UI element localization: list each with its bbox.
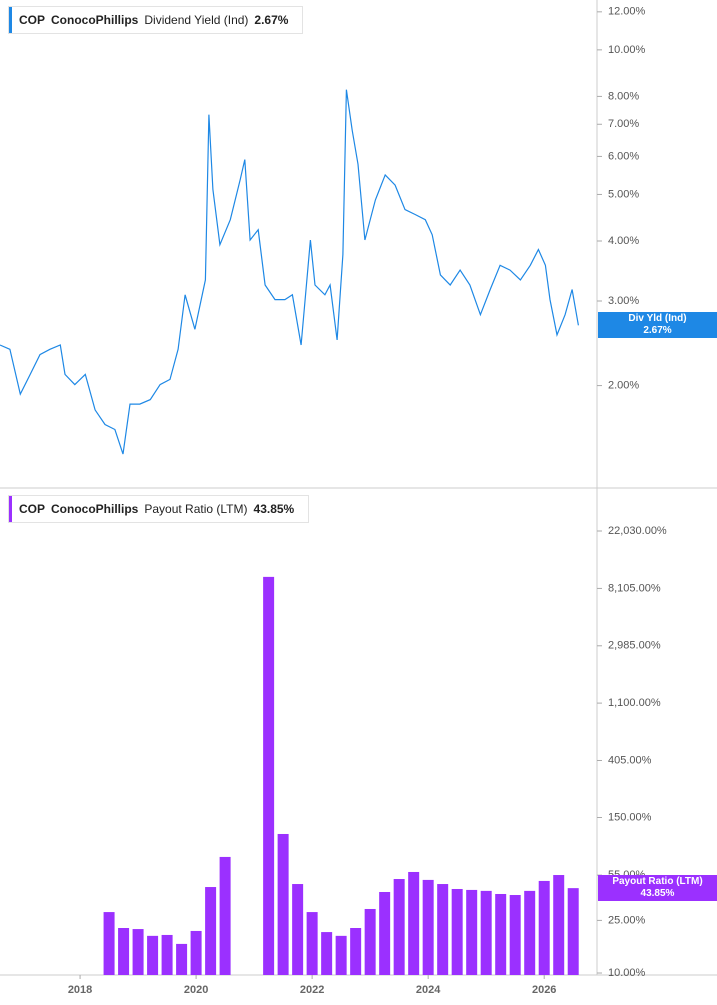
badge-value: 2.67% [643, 325, 672, 337]
bar [538, 880, 550, 975]
series-name: Dividend Yield (Ind) [144, 13, 249, 27]
x-tick-label: 2018 [68, 984, 92, 996]
current-value: 43.85% [253, 502, 295, 516]
last-value-badge: Payout Ratio (LTM) 43.85% [598, 875, 717, 902]
bar [103, 912, 115, 975]
bar [306, 912, 318, 975]
bar [277, 833, 289, 975]
x-tick-label: 2020 [184, 984, 208, 996]
y-tick-label: 3.00% [608, 295, 639, 307]
bar [379, 891, 391, 975]
bar [350, 928, 362, 975]
legend: COP ConocoPhillips Dividend Yield (Ind) 2.6… [8, 6, 304, 34]
bar [292, 884, 304, 975]
bar [422, 879, 434, 975]
bar [364, 908, 376, 975]
legend-swatch [9, 7, 12, 33]
bar [161, 934, 173, 975]
x-tick-label: 2022 [300, 984, 324, 996]
y-tick-label: 4.00% [608, 235, 639, 247]
y-tick-label: 150.00% [608, 811, 652, 823]
bar [437, 884, 449, 975]
bar [480, 890, 492, 975]
bar [451, 888, 463, 975]
company: ConocoPhillips [51, 13, 139, 27]
bar [118, 928, 130, 975]
bar [553, 875, 565, 975]
y-tick-label: 6.00% [608, 150, 639, 162]
badge-label: Payout Ratio (LTM) [612, 876, 703, 888]
y-tick-label: 10.00% [608, 44, 646, 56]
ticker: COP [19, 13, 46, 27]
y-tick-label: 8,105.00% [608, 582, 661, 594]
bar [321, 932, 333, 975]
bar [524, 890, 536, 975]
badge-label: Div Yld (Ind) [628, 313, 687, 325]
bar [509, 895, 521, 975]
series-name: Payout Ratio (LTM) [144, 502, 248, 516]
legend-swatch [9, 496, 12, 522]
line [0, 89, 579, 455]
bar [147, 935, 159, 975]
bar [408, 871, 420, 975]
y-tick-label: 8.00% [608, 90, 639, 102]
y-tick-label: 1,100.00% [608, 697, 661, 709]
badge-value: 43.85% [640, 888, 675, 900]
y-tick-label: 12.00% [608, 6, 646, 18]
y-tick-label: 25.00% [608, 914, 646, 926]
bar [132, 929, 144, 975]
y-tick-label: 5.00% [608, 188, 639, 200]
y-tick-label: 405.00% [608, 754, 652, 766]
bar [466, 889, 478, 975]
bar [393, 879, 405, 975]
x-tick-label: 2026 [532, 984, 556, 996]
bar [176, 943, 188, 975]
bar [219, 856, 231, 975]
y-tick-label: 10.00% [608, 967, 646, 979]
bar [335, 935, 347, 975]
bar [190, 930, 202, 975]
y-tick-label: 7.00% [608, 118, 639, 130]
bar [263, 576, 275, 975]
last-value-badge: Div Yld (Ind) 2.67% [598, 312, 717, 339]
y-tick-label: 2,985.00% [608, 640, 661, 652]
y-tick-label: 22,030.00% [608, 525, 667, 537]
company: ConocoPhillips [51, 502, 139, 516]
x-tick-label: 2024 [416, 984, 441, 996]
bar [567, 888, 579, 975]
bar [495, 893, 507, 975]
y-tick-label: 2.00% [608, 379, 639, 391]
bar [205, 887, 217, 975]
ticker: COP [19, 502, 46, 516]
legend: COP ConocoPhillips Payout Ratio (LTM) 43.85… [8, 495, 310, 523]
current-value: 2.67% [254, 13, 289, 27]
